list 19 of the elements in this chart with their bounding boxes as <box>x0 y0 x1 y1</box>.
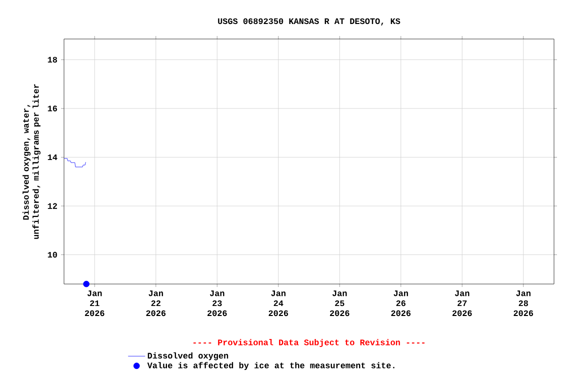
y-tick-label: 10 <box>48 252 58 258</box>
x-tick-label: Jan 24 2026 <box>268 290 288 316</box>
y-tick-label: 16 <box>48 106 58 112</box>
x-tick-label: Jan 23 2026 <box>207 290 227 316</box>
chart-title: USGS 06892350 KANSAS R AT DESOTO, KS <box>218 18 400 26</box>
legend-label: Value is affected by ice at the measurement site. <box>147 362 394 370</box>
line-series <box>64 158 86 168</box>
x-tick-label: Jan 28 2026 <box>514 290 534 316</box>
x-tick-label: Jan 26 2026 <box>391 290 411 316</box>
x-tick-label: Jan 22 2026 <box>146 290 166 316</box>
x-tick-label: Jan 21 2026 <box>84 290 104 316</box>
y-tick-label: 12 <box>48 203 57 209</box>
y-tick-label: 14 <box>48 154 58 160</box>
x-tick-label: Jan 27 2026 <box>452 290 472 316</box>
legend-label: Dissolved oxygen <box>148 352 228 360</box>
y-axis-title: Dissolved oxygen, water, unfiltered, milligrams per liter <box>22 84 40 239</box>
text: ---- Provisional Data Subject to Revision ---- <box>193 339 424 347</box>
y-tick-label: 18 <box>48 56 58 63</box>
x-tick-label: Jan 25 2026 <box>330 290 350 316</box>
